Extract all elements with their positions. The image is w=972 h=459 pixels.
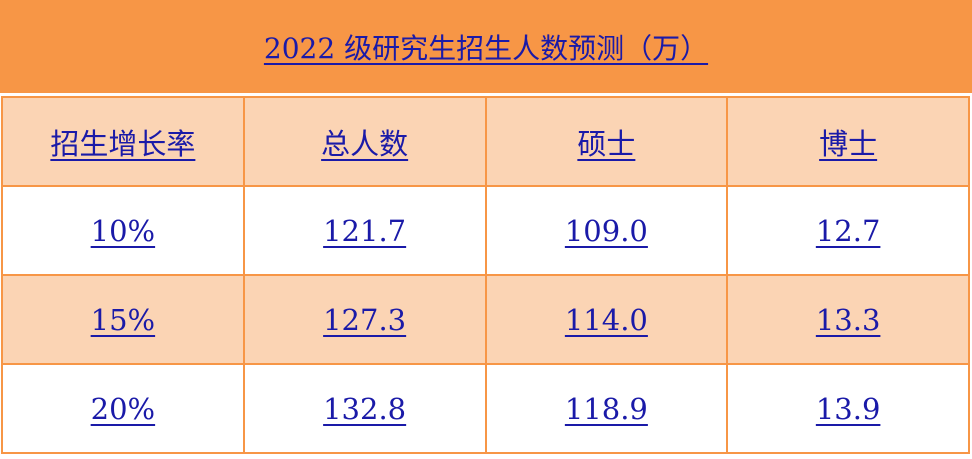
header-cell: 博士 bbox=[726, 96, 970, 187]
table-title: 2022 级研究生招生人数预测（万） bbox=[0, 0, 972, 93]
table-cell: 15% bbox=[1, 274, 245, 365]
cell-value[interactable]: 114.0 bbox=[564, 302, 648, 337]
table-cell: 114.0 bbox=[484, 274, 729, 365]
table-cell: 20% bbox=[1, 363, 245, 454]
cell-value[interactable]: 12.7 bbox=[815, 213, 881, 248]
table-row: 20% 132.8 118.9 13.9 bbox=[1, 363, 970, 454]
forecast-table: 招生增长率 总人数 硕士 博士 10% 121.7 109.0 12.7 15%… bbox=[1, 96, 970, 454]
header-cell: 硕士 bbox=[484, 96, 729, 187]
table-cell: 10% bbox=[1, 185, 245, 276]
header-growth-rate[interactable]: 招生增长率 bbox=[50, 126, 196, 161]
header-cell: 总人数 bbox=[242, 96, 487, 187]
cell-value[interactable]: 15% bbox=[90, 302, 156, 337]
cell-value[interactable]: 121.7 bbox=[323, 213, 407, 248]
table-cell: 13.9 bbox=[726, 363, 970, 454]
cell-value[interactable]: 118.9 bbox=[564, 391, 648, 426]
header-master[interactable]: 硕士 bbox=[577, 126, 636, 161]
table-cell: 132.8 bbox=[242, 363, 487, 454]
header-row: 招生增长率 总人数 硕士 博士 bbox=[1, 96, 970, 187]
cell-value[interactable]: 10% bbox=[90, 213, 156, 248]
cell-value[interactable]: 109.0 bbox=[564, 213, 648, 248]
cell-value[interactable]: 127.3 bbox=[323, 302, 407, 337]
header-total[interactable]: 总人数 bbox=[321, 126, 409, 161]
header-doctor[interactable]: 博士 bbox=[819, 126, 878, 161]
table-cell: 121.7 bbox=[242, 185, 487, 276]
table-cell: 109.0 bbox=[484, 185, 729, 276]
table-title-text[interactable]: 2022 级研究生招生人数预测（万） bbox=[263, 31, 709, 65]
cell-value[interactable]: 13.9 bbox=[815, 391, 881, 426]
cell-value[interactable]: 132.8 bbox=[323, 391, 407, 426]
table-cell: 13.3 bbox=[726, 274, 970, 365]
table-row: 15% 127.3 114.0 13.3 bbox=[1, 274, 970, 365]
header-cell: 招生增长率 bbox=[1, 96, 245, 187]
table-cell: 127.3 bbox=[242, 274, 487, 365]
cell-value[interactable]: 20% bbox=[90, 391, 156, 426]
table-cell: 118.9 bbox=[484, 363, 729, 454]
table-cell: 12.7 bbox=[726, 185, 970, 276]
cell-value[interactable]: 13.3 bbox=[815, 302, 881, 337]
table-row: 10% 121.7 109.0 12.7 bbox=[1, 185, 970, 276]
